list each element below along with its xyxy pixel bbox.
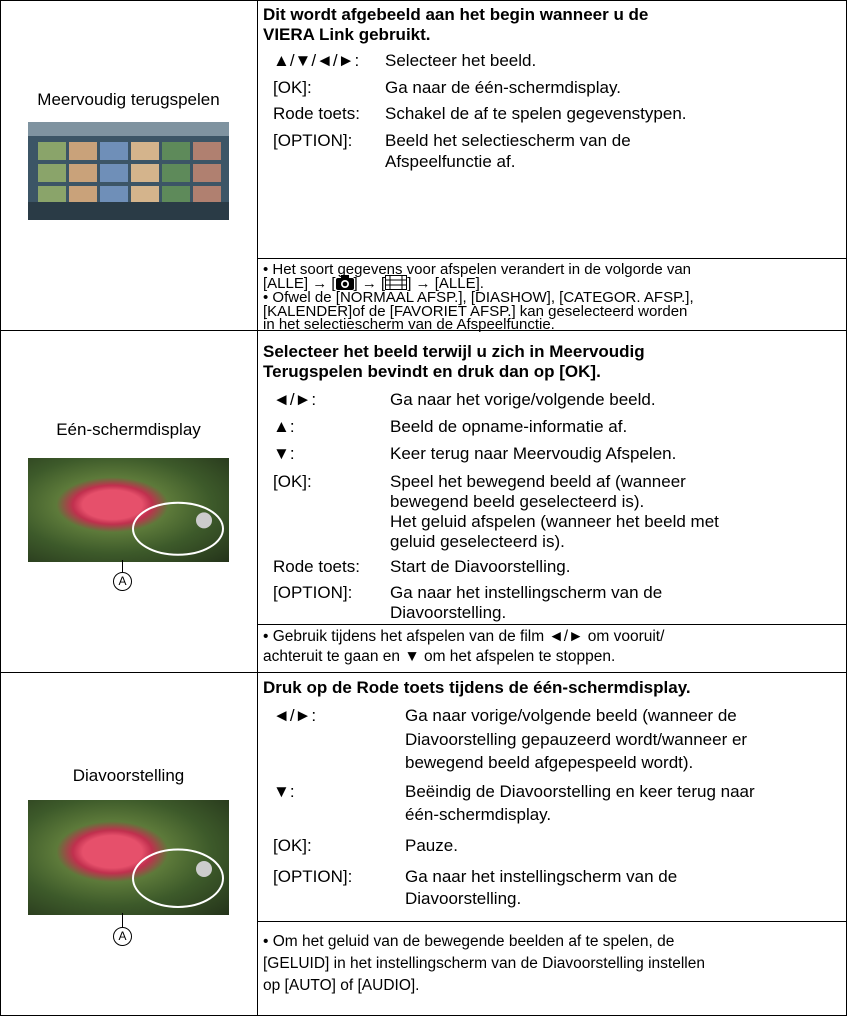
- note-line: • Om het geluid van de bewegende beelden…: [263, 933, 675, 950]
- note-line: in het selectiescherm van de Afspeelfunc…: [263, 316, 555, 333]
- value: Beeld de opname-informatie af.: [390, 417, 628, 436]
- row-label: Meervoudig terugspelen: [37, 90, 220, 109]
- value: Start de Diavoorstelling.: [390, 557, 571, 576]
- note-text: [ALLE] → [: [263, 275, 336, 292]
- rule: [0, 0, 1, 1016]
- note-line: • Gebruik tijdens het afspelen van de fi…: [263, 628, 665, 645]
- film-icon: [385, 275, 408, 292]
- value: Diavoorstelling.: [390, 603, 507, 622]
- key: Rode toets:: [273, 557, 360, 576]
- row-label: Diavoorstelling: [72, 766, 185, 785]
- value: Diavoorstelling.: [405, 889, 522, 908]
- rule: [257, 624, 847, 625]
- photo-screen: [28, 800, 229, 915]
- value: bewegend beeld afgepespeeld wordt).: [405, 753, 694, 772]
- value: Pauze.: [405, 836, 458, 855]
- photo-screen: [28, 458, 229, 562]
- note-text: ] → [: [353, 275, 386, 292]
- key: [OK]:: [273, 472, 312, 491]
- key: ▲/▼/◄/►:: [273, 51, 360, 70]
- value: Speel het bewegend beeld af (wanneer: [390, 472, 686, 491]
- heading: Druk op de Rode toets tijdens de één-sch…: [263, 678, 691, 697]
- value: Afspeelfunctie af.: [385, 152, 516, 171]
- value: Ga naar het vorige/volgende beeld.: [390, 390, 656, 409]
- value: bewegend beeld geselecteerd is).: [390, 492, 645, 511]
- rule: [0, 330, 847, 331]
- key: ◄/►:: [273, 706, 317, 725]
- value: Selecteer het beeld.: [385, 51, 537, 70]
- rule: [0, 672, 847, 673]
- rule: [257, 921, 847, 922]
- key: ▲:: [273, 417, 295, 436]
- annotation-circle: A: [113, 572, 132, 591]
- heading: Dit wordt afgebeeld aan het begin wannee…: [263, 5, 649, 24]
- rule: [122, 560, 123, 572]
- value: Ga naar het instellingscherm van de: [390, 583, 663, 602]
- heading: Selecteer het beeld terwijl u zich in Me…: [263, 342, 645, 361]
- note-line: [KALENDER]of de [FAVORIET AFSP.] kan ges…: [263, 303, 688, 320]
- note-line: • Ofwel de [NORMAAL AFSP.], [DIASHOW], […: [263, 289, 694, 306]
- note-line: • Het soort gegevens voor afspelen veran…: [263, 261, 692, 278]
- key: [OK]:: [273, 78, 312, 97]
- key: Rode toets:: [273, 104, 360, 123]
- value: Beeld het selectiescherm van de: [385, 131, 631, 150]
- value: Ga naar het instellingscherm van de: [405, 867, 678, 886]
- key: [OPTION]:: [273, 867, 353, 886]
- heading: VIERA Link gebruikt.: [263, 25, 431, 44]
- value: geluid geselecteerd is).: [390, 532, 565, 551]
- rule: [257, 0, 258, 1016]
- key: [OK]:: [273, 836, 312, 855]
- value: Diavoorstelling gepauzeerd wordt/wanneer…: [405, 730, 748, 749]
- rule: [257, 258, 847, 259]
- rule: [0, 0, 847, 1]
- note-line: op [AUTO] of [AUDIO].: [263, 977, 420, 994]
- value: Het geluid afspelen (wanneer het beeld m…: [390, 512, 719, 531]
- note-line: achteruit te gaan en ▼ om het afspelen t…: [263, 648, 616, 665]
- note-line: [ALLE] → [ ] → [ ] → [ALLE].: [263, 274, 484, 294]
- value: Keer terug naar Meervoudig Afspelen.: [390, 444, 677, 463]
- key: [OPTION]:: [273, 131, 353, 150]
- note-line: [GELUID] in het instellingscherm van de …: [263, 955, 705, 972]
- key: ◄/►:: [273, 390, 317, 409]
- rule: [122, 913, 123, 927]
- key: [OPTION]:: [273, 583, 353, 602]
- key: ▼:: [273, 782, 295, 801]
- value: Ga naar vorige/volgende beeld (wanneer d…: [405, 706, 737, 725]
- row-label: Eén-schermdisplay: [56, 420, 201, 439]
- value: Schakel de af te spelen gegevenstypen.: [385, 104, 687, 123]
- annotation-circle: A: [113, 927, 132, 946]
- thumbnail-screen: [28, 122, 229, 220]
- key: ▼:: [273, 444, 295, 463]
- value: Ga naar de één-schermdisplay.: [385, 78, 621, 97]
- value: één-schermdisplay.: [405, 805, 552, 824]
- camera-icon: [335, 275, 354, 292]
- heading: Terugspelen bevindt en druk dan op [OK].: [263, 362, 601, 381]
- value: Beëindig de Diavoorstelling en keer teru…: [405, 782, 755, 801]
- note-text: ] → [ALLE].: [407, 275, 484, 292]
